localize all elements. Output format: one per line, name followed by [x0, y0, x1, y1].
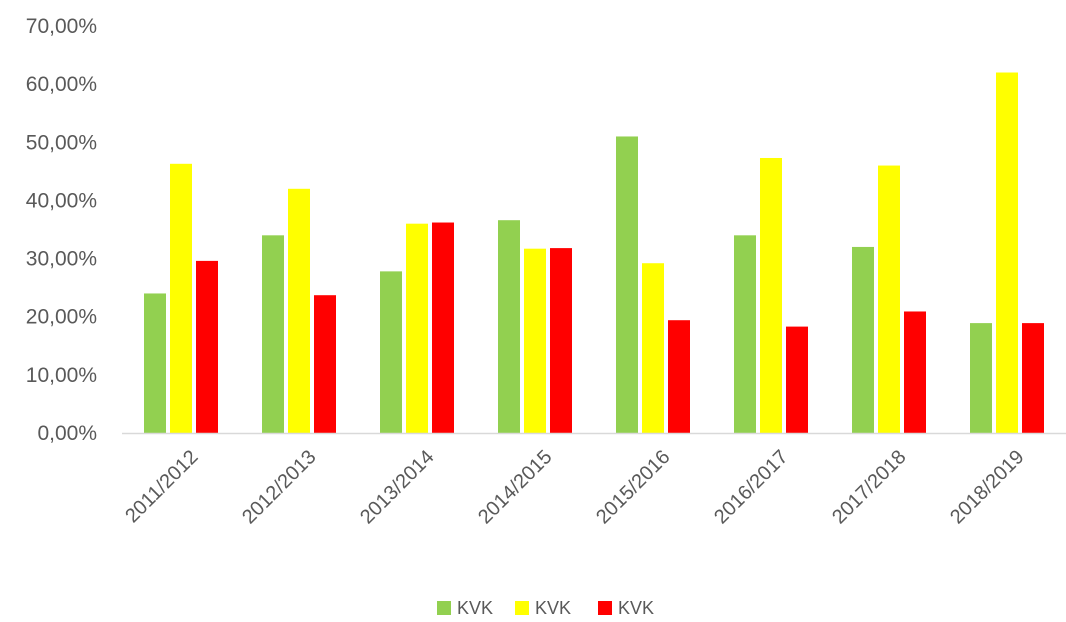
bar	[262, 235, 284, 433]
bar	[196, 260, 218, 433]
bar	[642, 263, 664, 433]
bar	[524, 248, 546, 433]
legend-label: KVK	[618, 598, 654, 618]
x-tick-label: 2013/2014	[356, 446, 438, 528]
y-tick-label: 70,00%	[26, 15, 97, 38]
bar	[550, 248, 572, 433]
legend-swatch	[598, 601, 612, 615]
x-tick-label: 2017/2018	[828, 446, 910, 528]
x-tick-label: 2011/2012	[121, 446, 202, 527]
bars	[144, 72, 1044, 434]
bar	[144, 293, 166, 433]
x-tick-label: 2012/2013	[238, 446, 320, 528]
bar	[904, 311, 926, 433]
y-tick-label: 10,00%	[26, 364, 97, 387]
bar	[996, 72, 1018, 433]
x-axis-labels: 2011/2012 2012/2013 2013/2014 2014/2015 2015…	[121, 446, 1028, 528]
legend: KVK KVK KVK	[437, 598, 654, 618]
y-axis-ticks: 0,00% 10,00% 20,00% 30,00% 40,00% 50,00% 60,00…	[26, 15, 97, 445]
bar	[314, 295, 336, 433]
x-tick-label: 2015/2016	[592, 446, 674, 528]
bar	[1022, 323, 1044, 433]
bar	[734, 235, 756, 433]
y-tick-label: 60,00%	[26, 73, 97, 96]
y-tick-label: 20,00%	[26, 306, 97, 329]
legend-swatch	[437, 601, 451, 615]
bar	[288, 188, 310, 433]
y-tick-label: 30,00%	[26, 248, 97, 271]
bar	[432, 222, 454, 433]
bar	[786, 326, 808, 433]
y-tick-label: 0,00%	[37, 422, 97, 445]
bar	[970, 323, 992, 433]
bar	[170, 163, 192, 433]
bar	[380, 271, 402, 433]
x-tick-label: 2014/2015	[474, 446, 556, 528]
bar	[616, 136, 638, 433]
y-tick-label: 40,00%	[26, 189, 97, 212]
bar	[878, 165, 900, 434]
bar	[852, 246, 874, 433]
bar	[498, 220, 520, 433]
bar	[668, 320, 690, 433]
x-tick-label: 2018/2019	[946, 446, 1028, 528]
x-tick-label: 2016/2017	[710, 446, 792, 528]
bar	[760, 157, 782, 433]
legend-label: KVK	[457, 598, 493, 618]
legend-swatch	[515, 601, 529, 615]
y-tick-label: 50,00%	[26, 131, 97, 154]
bar	[406, 223, 428, 433]
legend-label: KVK	[535, 598, 571, 618]
